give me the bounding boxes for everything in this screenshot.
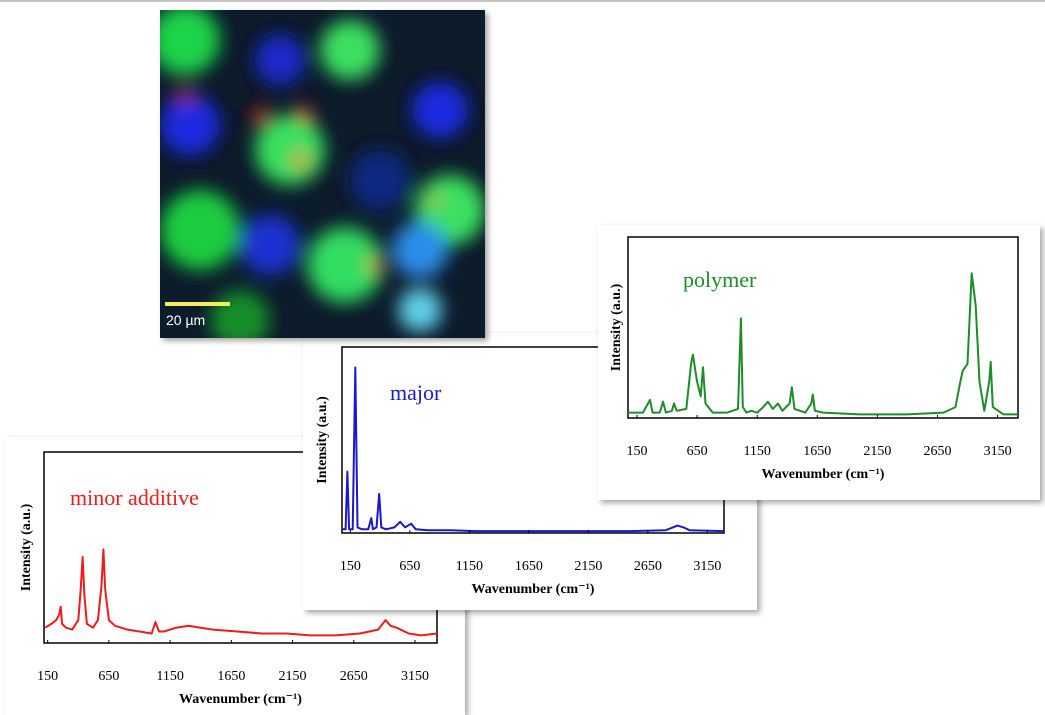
x-tick-label: 150 <box>37 669 58 684</box>
x-axis-label: Wavenumber (cm⁻¹) <box>762 467 885 482</box>
x-tick-label: 2150 <box>279 669 307 684</box>
x-tick-label: 1650 <box>803 444 831 459</box>
raman-image: 20 µm <box>150 5 485 350</box>
x-tick-label: 1650 <box>515 559 543 574</box>
x-tick-label: 2650 <box>340 669 368 684</box>
x-axis-label: Wavenumber (cm⁻¹) <box>179 692 302 707</box>
x-tick-label: 150 <box>340 559 361 574</box>
annotation: minor additive <box>70 485 199 510</box>
x-tick-label: 1650 <box>217 669 245 684</box>
x-tick-label: 2150 <box>863 444 891 459</box>
x-tick-label: 1150 <box>456 559 483 574</box>
y-axis-label: Intensity (a.u.) <box>315 396 330 484</box>
page: 150 650 1150 1650 2150 2650 3150 minor additive… <box>0 0 1045 715</box>
x-tick-label: 3150 <box>693 559 721 574</box>
x-tick-label: 150 <box>627 444 648 459</box>
x-tick-label: 650 <box>399 559 420 574</box>
x-tick-label: 1150 <box>156 669 183 684</box>
x-tick-label: 650 <box>687 444 708 459</box>
x-axis-label: Wavenumber (cm⁻¹) <box>472 582 595 597</box>
x-tick-label: 2650 <box>923 444 951 459</box>
x-tick-label: 3150 <box>401 669 429 684</box>
y-axis-label: Intensity (a.u.) <box>609 283 624 371</box>
spectrum-card: 150 650 1150 1650 2150 2650 3150 polymer Wavenum… <box>598 225 1040 500</box>
annotation: major <box>390 380 442 405</box>
x-tick-label: 3150 <box>984 444 1012 459</box>
x-tick-label: 650 <box>98 669 119 684</box>
annotation: polymer <box>683 267 757 292</box>
x-tick-label: 2650 <box>634 559 662 574</box>
x-tick-label: 2150 <box>574 559 602 574</box>
scale-bar-label: 20 µm <box>166 312 205 328</box>
y-axis-label: Intensity (a.u.) <box>19 503 34 591</box>
figure: 150 650 1150 1650 2150 2650 3150 minor additive… <box>0 0 1045 715</box>
x-tick-label: 1150 <box>743 444 770 459</box>
